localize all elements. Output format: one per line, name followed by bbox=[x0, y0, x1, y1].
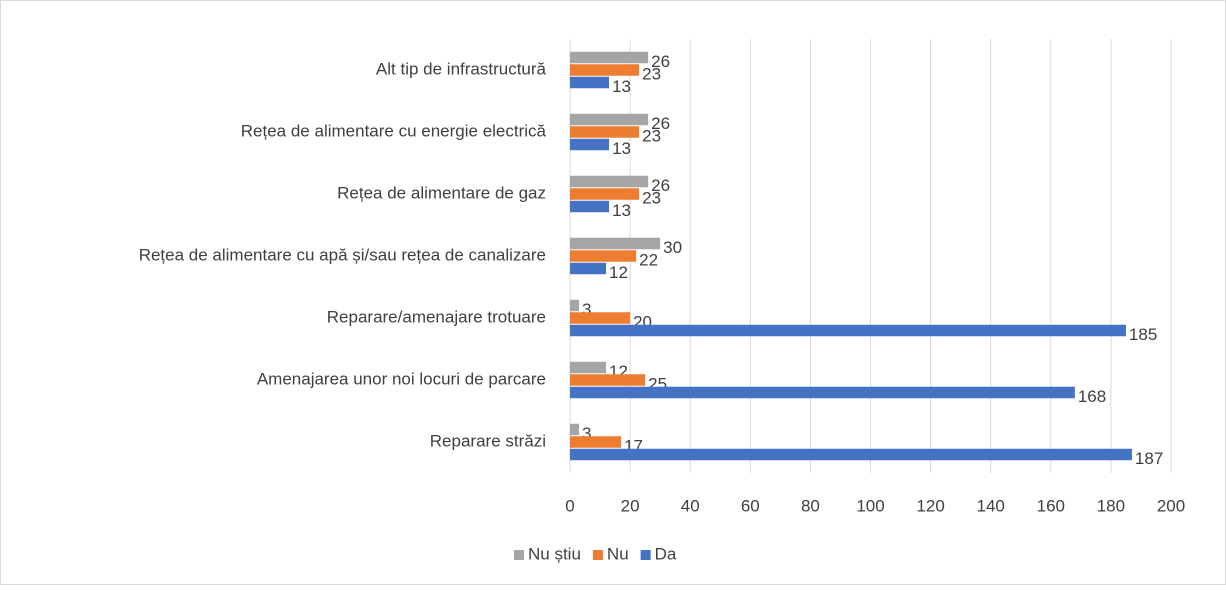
data-label: 22 bbox=[639, 250, 658, 269]
data-label: 23 bbox=[642, 64, 661, 83]
x-tick-label: 40 bbox=[681, 496, 700, 515]
x-tick-label: 160 bbox=[1037, 496, 1065, 515]
y-tick-label: Rețea de alimentare cu apă și/sau rețea … bbox=[139, 245, 546, 264]
x-tick-label: 60 bbox=[741, 496, 760, 515]
y-tick-label: Alt tip de infrastructură bbox=[376, 59, 547, 78]
legend-swatch bbox=[592, 550, 603, 560]
data-label: 168 bbox=[1078, 387, 1106, 406]
data-label: 3 bbox=[582, 300, 591, 319]
bar bbox=[570, 175, 649, 188]
y-tick-label: Reparare străzi bbox=[430, 431, 546, 450]
data-label: 12 bbox=[609, 263, 628, 282]
bar bbox=[570, 374, 646, 386]
data-label: 30 bbox=[663, 238, 682, 257]
x-tick-label: 200 bbox=[1157, 496, 1185, 515]
data-label: 13 bbox=[612, 77, 631, 96]
data-label: 3 bbox=[582, 424, 591, 443]
legend-label: Nu bbox=[607, 544, 629, 563]
bar bbox=[570, 436, 622, 448]
bar bbox=[570, 138, 610, 151]
data-label: 23 bbox=[642, 188, 661, 207]
bar bbox=[570, 200, 610, 213]
data-label: 23 bbox=[642, 126, 661, 145]
bar bbox=[570, 262, 607, 275]
bar bbox=[570, 250, 637, 262]
data-label: 26 bbox=[651, 176, 670, 195]
legend-swatch bbox=[640, 550, 651, 560]
bar bbox=[570, 299, 580, 312]
bar bbox=[570, 76, 610, 89]
data-label: 187 bbox=[1135, 449, 1163, 468]
x-tick-label: 180 bbox=[1097, 496, 1125, 515]
bar bbox=[570, 64, 640, 76]
data-label: 26 bbox=[651, 52, 670, 71]
x-tick-label: 20 bbox=[621, 496, 640, 515]
y-tick-label: Amenajarea unor noi locuri de parcare bbox=[257, 369, 546, 388]
bar bbox=[570, 237, 661, 250]
bar bbox=[570, 188, 640, 200]
bar bbox=[570, 312, 631, 324]
x-tick-label: 140 bbox=[977, 496, 1005, 515]
x-tick-label: 100 bbox=[856, 496, 884, 515]
x-tick-label: 80 bbox=[801, 496, 820, 515]
y-tick-label: Rețea de alimentare cu energie electrică bbox=[241, 121, 547, 140]
bar bbox=[570, 361, 607, 374]
legend-swatch bbox=[514, 550, 524, 560]
data-label: 26 bbox=[651, 114, 670, 133]
data-label: 185 bbox=[1129, 325, 1157, 344]
bar bbox=[570, 324, 1126, 337]
y-tick-label: Rețea de alimentare de gaz bbox=[337, 183, 546, 202]
y-tick-label: Reparare/amenajare trotuare bbox=[327, 307, 546, 326]
legend-label: Nu știu bbox=[528, 544, 581, 563]
bar bbox=[570, 51, 649, 64]
x-tick-label: 120 bbox=[916, 496, 944, 515]
data-label: 13 bbox=[612, 139, 631, 158]
x-tick-label: 0 bbox=[565, 496, 574, 515]
bar bbox=[570, 448, 1132, 461]
legend-label: Da bbox=[655, 544, 677, 563]
bar bbox=[570, 386, 1075, 399]
bar bbox=[570, 126, 640, 138]
bar bbox=[570, 423, 580, 436]
bar bbox=[570, 113, 649, 126]
data-label: 13 bbox=[612, 201, 631, 220]
